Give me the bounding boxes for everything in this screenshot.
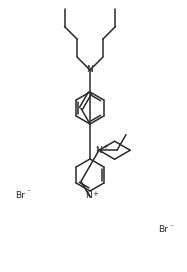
- Text: Br: Br: [15, 190, 25, 199]
- Text: ⁻: ⁻: [170, 222, 174, 231]
- Text: Br: Br: [158, 225, 168, 234]
- Text: ⁻: ⁻: [27, 187, 31, 196]
- Text: +: +: [102, 144, 108, 150]
- Text: N: N: [86, 191, 92, 200]
- Text: +: +: [92, 191, 98, 197]
- Text: N: N: [87, 66, 93, 75]
- Text: N: N: [96, 146, 102, 155]
